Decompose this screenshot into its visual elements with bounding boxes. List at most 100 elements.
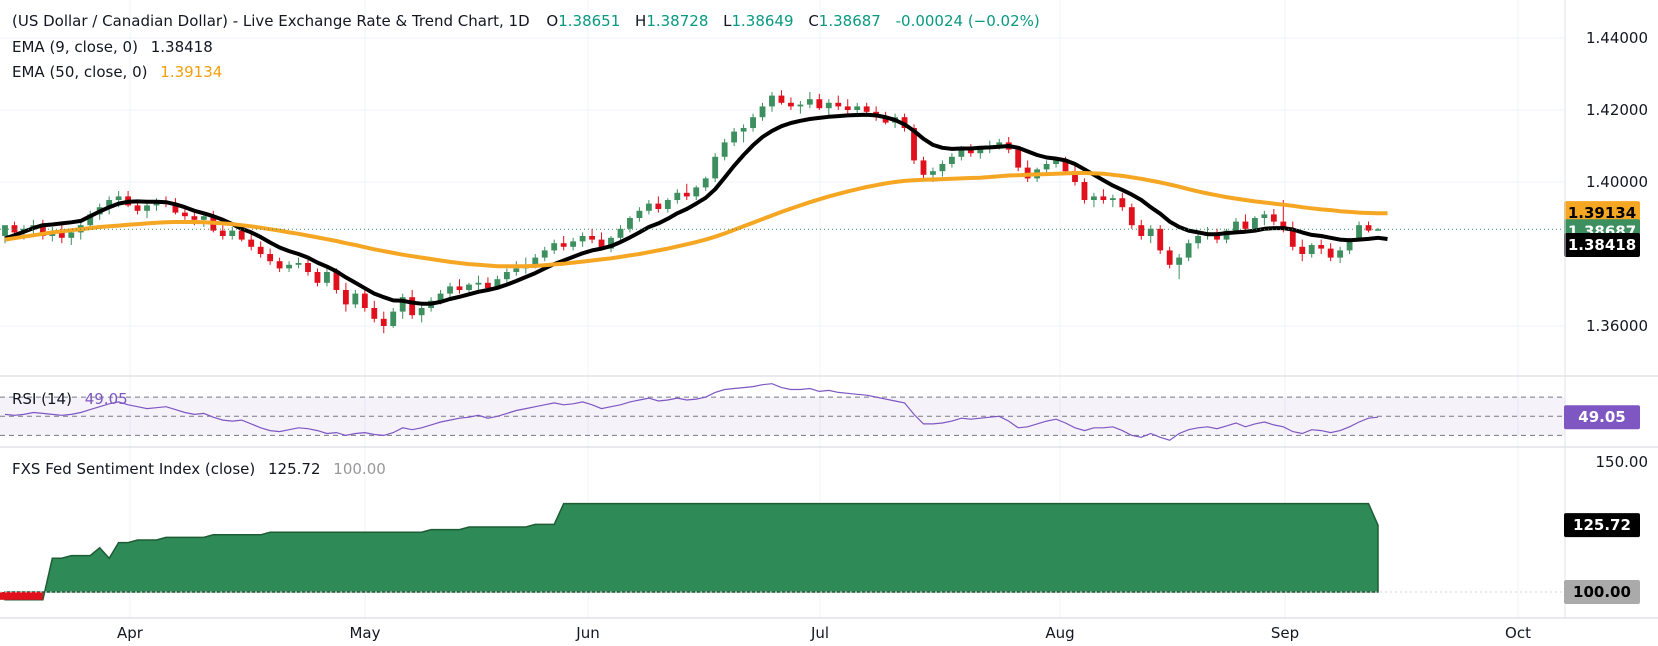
candle-body bbox=[532, 257, 539, 265]
candle-body bbox=[759, 106, 766, 118]
candle-body bbox=[106, 200, 113, 208]
rsi-value-box bbox=[1564, 405, 1640, 430]
candle-body bbox=[835, 102, 842, 107]
candle-body bbox=[305, 263, 311, 272]
candle-body bbox=[1337, 250, 1344, 258]
x-tick-label: Apr bbox=[117, 624, 144, 642]
candle-body bbox=[238, 230, 245, 240]
grid-layer bbox=[0, 0, 1565, 618]
candle-body bbox=[1280, 221, 1287, 229]
candle-body bbox=[1318, 245, 1325, 249]
candle-body bbox=[1327, 248, 1334, 258]
candle-body bbox=[816, 99, 823, 109]
candle-body bbox=[541, 250, 548, 258]
candle-body bbox=[1128, 207, 1135, 226]
candle-body bbox=[1062, 160, 1069, 172]
candle-body bbox=[617, 228, 624, 238]
sentiment-label-text: 100.00 bbox=[1573, 583, 1631, 601]
candle-body bbox=[447, 286, 453, 294]
candle-body bbox=[1053, 160, 1059, 164]
candle-body bbox=[750, 117, 756, 128]
candle-body bbox=[390, 311, 397, 326]
rsi-value-label: 49.05 bbox=[1578, 408, 1625, 426]
candle-body bbox=[115, 196, 122, 200]
x-tick-label: May bbox=[349, 624, 380, 642]
candle-body bbox=[219, 230, 226, 236]
candle-body bbox=[475, 282, 482, 285]
candle-body bbox=[1157, 228, 1164, 251]
candle-body bbox=[702, 178, 709, 188]
candle-body bbox=[1072, 171, 1078, 182]
candle-body bbox=[1195, 236, 1202, 244]
ohlc-high-value: 1.38728 bbox=[646, 12, 709, 30]
sentiment-tick-label: 150.00 bbox=[1596, 453, 1649, 471]
price-label-text: 1.38418 bbox=[1568, 236, 1636, 254]
rsi-band bbox=[0, 397, 1565, 436]
ohlc-change: -0.00024 (−0.02%) bbox=[895, 12, 1040, 30]
candle-body bbox=[437, 293, 444, 301]
sentiment-pane bbox=[0, 502, 1565, 601]
x-tick-label: Jul bbox=[810, 624, 829, 642]
candle-body bbox=[948, 156, 955, 164]
symbol-title: (US Dollar / Canadian Dollar) - Live Exc… bbox=[12, 12, 530, 30]
candle-body bbox=[11, 225, 18, 233]
sentiment-area bbox=[4, 502, 1379, 601]
price-tick-label: 1.42000 bbox=[1586, 101, 1648, 119]
candle-body bbox=[1091, 196, 1097, 200]
candle-body bbox=[352, 293, 359, 305]
candle-body bbox=[1043, 164, 1050, 170]
candle-body bbox=[977, 147, 984, 154]
rsi-value-text: 49.05 bbox=[84, 390, 128, 408]
price-label-box bbox=[1564, 201, 1640, 226]
candle-body bbox=[1375, 229, 1381, 231]
price-tick-label: 1.36000 bbox=[1586, 317, 1648, 335]
candle-body bbox=[863, 106, 870, 112]
sentiment-label-text: 125.72 bbox=[1573, 516, 1631, 534]
candle-body bbox=[418, 308, 425, 316]
candle-body bbox=[598, 239, 605, 249]
ema9-label: EMA (9, close, 0) bbox=[12, 38, 138, 56]
candle-body bbox=[485, 282, 491, 289]
candle-body bbox=[1356, 225, 1362, 240]
candle-body bbox=[314, 272, 321, 283]
candle-body bbox=[636, 210, 643, 218]
x-tick-label: Oct bbox=[1505, 624, 1531, 642]
candle-body bbox=[267, 254, 274, 262]
candle-body bbox=[172, 203, 179, 213]
sentiment-value-text: 125.72 bbox=[268, 460, 321, 478]
candle-body bbox=[1242, 221, 1249, 229]
candle-body bbox=[1166, 250, 1173, 265]
ohlc-open-label: O bbox=[546, 12, 559, 30]
candle-body bbox=[797, 104, 804, 107]
price-tick-label: 1.40000 bbox=[1586, 173, 1648, 191]
candle-body bbox=[911, 128, 917, 161]
candle-body bbox=[257, 246, 264, 254]
candle-body bbox=[2, 225, 8, 236]
candle-body bbox=[380, 318, 387, 326]
candle-body bbox=[958, 149, 965, 157]
candle-body bbox=[683, 192, 690, 197]
candle-body bbox=[229, 230, 236, 236]
price-pane bbox=[0, 90, 1565, 334]
candle-body bbox=[551, 243, 558, 251]
candle-body bbox=[1365, 225, 1372, 231]
sentiment-legend: FXS Fed Sentiment Index (close) 125.72 1… bbox=[12, 460, 386, 478]
candle-body bbox=[939, 164, 946, 172]
header-legend: (US Dollar / Canadian Dollar) - Live Exc… bbox=[12, 12, 1040, 30]
rsi-legend: RSI (14) 49.05 bbox=[12, 390, 128, 408]
candle-body bbox=[778, 95, 785, 103]
ema50-legend: EMA (50, close, 0) 1.39134 bbox=[12, 63, 222, 81]
candle-body bbox=[494, 279, 501, 289]
candle-body bbox=[1270, 214, 1277, 222]
candle-body bbox=[134, 205, 141, 211]
sentiment-label-box bbox=[1564, 513, 1640, 538]
ema50-value: 1.39134 bbox=[160, 63, 223, 81]
x-tick-label: Sep bbox=[1271, 624, 1299, 642]
candle-body bbox=[361, 293, 368, 308]
candle-body bbox=[276, 261, 283, 269]
candle-body bbox=[930, 171, 936, 175]
candle-body bbox=[324, 272, 330, 283]
candle-body bbox=[58, 232, 65, 238]
candle-body bbox=[513, 268, 520, 272]
